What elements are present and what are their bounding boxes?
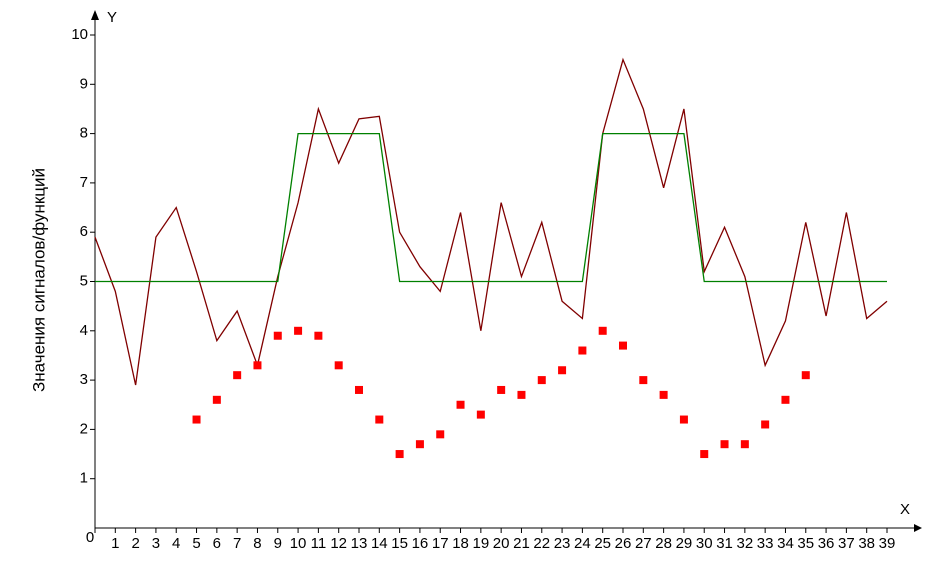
series-line xyxy=(95,132,887,283)
marker xyxy=(639,376,648,385)
marker xyxy=(395,450,404,459)
y-tick-label: 3 xyxy=(80,371,88,388)
x-tick-label: 16 xyxy=(412,535,429,552)
x-tick-label: 12 xyxy=(330,535,347,552)
marker xyxy=(192,415,201,424)
marker xyxy=(761,420,770,429)
marker xyxy=(273,331,282,340)
marker xyxy=(700,450,709,459)
x-tick-label: 37 xyxy=(838,535,855,552)
marker xyxy=(619,341,627,350)
marker xyxy=(781,395,790,404)
marker xyxy=(334,361,343,370)
x-arrow xyxy=(914,524,922,532)
x-tick-label: 19 xyxy=(473,535,490,552)
x-tick-label: 10 xyxy=(290,535,307,552)
x-tick-label: 6 xyxy=(213,535,221,552)
x-tick-label: 5 xyxy=(192,535,200,552)
marker xyxy=(456,400,465,409)
marker xyxy=(537,376,546,385)
x-tick-label: 22 xyxy=(533,535,550,552)
marker xyxy=(598,326,607,335)
y-tick-label: 5 xyxy=(80,272,88,289)
y-label: Значения сигналов/функций xyxy=(29,168,48,392)
x-tick-label: 26 xyxy=(615,535,632,552)
x-tick-label: 25 xyxy=(594,535,611,552)
y-arrow xyxy=(91,10,99,20)
y-tick-label: 6 xyxy=(80,223,88,240)
x-tick-label: 34 xyxy=(777,535,794,552)
marker xyxy=(720,440,729,449)
x-tick-label: 23 xyxy=(554,535,571,552)
x-tick-label: 38 xyxy=(858,535,875,552)
marker xyxy=(558,366,567,375)
marker xyxy=(801,371,810,380)
marker xyxy=(679,415,688,424)
y-tick-label: 8 xyxy=(80,125,88,142)
y-tick-label: 4 xyxy=(80,322,88,339)
marker xyxy=(212,395,221,404)
marker xyxy=(578,346,587,355)
x-tick-label: 9 xyxy=(274,535,282,552)
marker xyxy=(740,440,749,449)
marker xyxy=(659,390,668,399)
marker xyxy=(517,390,526,399)
x-tick-label: 18 xyxy=(452,535,469,552)
marker xyxy=(294,326,303,335)
x-tick-label: 33 xyxy=(757,535,774,552)
x-axis-name: X xyxy=(900,501,910,518)
x-tick-label: 3 xyxy=(152,535,160,552)
x-tick-label: 15 xyxy=(391,535,408,552)
marker xyxy=(436,430,445,439)
y-tick-label: 10 xyxy=(71,26,88,43)
marker xyxy=(415,440,424,449)
x-tick-label: 35 xyxy=(797,535,814,552)
x-tick-label: 7 xyxy=(233,535,241,552)
x-tick-label: 8 xyxy=(253,535,261,552)
x-tick-label: 39 xyxy=(879,535,896,552)
marker xyxy=(233,371,242,380)
x-tick-label: 4 xyxy=(172,535,180,552)
y-tick-label: 7 xyxy=(80,174,88,191)
marker xyxy=(497,385,506,394)
x-tick-label: 30 xyxy=(696,535,713,552)
x-tick-label: 13 xyxy=(351,535,368,552)
x-tick-label: 1 xyxy=(111,535,119,552)
y-tick-label: 2 xyxy=(80,420,88,437)
x-tick-label: 24 xyxy=(574,535,591,552)
x-tick-label: 28 xyxy=(655,535,672,552)
x-tick-label: 32 xyxy=(737,535,754,552)
y-axis-name: Y xyxy=(107,9,117,26)
marker xyxy=(375,415,384,424)
marker xyxy=(355,385,363,394)
x-tick-label: 20 xyxy=(493,535,510,552)
x-tick-label: 11 xyxy=(311,535,327,552)
marker xyxy=(476,410,485,419)
marker xyxy=(314,331,323,340)
x-tick-label: 14 xyxy=(371,535,388,552)
series-line xyxy=(94,57,888,386)
x-tick-label: 31 xyxy=(716,535,733,552)
x-tick-label: 29 xyxy=(676,535,693,552)
x-tick-label: 21 xyxy=(513,535,530,552)
x-tick-label: 36 xyxy=(818,535,835,552)
x-tick-label: 0 xyxy=(86,529,94,546)
x-tick-label: 2 xyxy=(131,535,139,552)
y-tick-label: 1 xyxy=(80,470,88,487)
x-tick-label: 27 xyxy=(635,535,652,552)
marker xyxy=(253,361,262,370)
y-tick-label: 9 xyxy=(80,75,88,92)
x-tick-label: 17 xyxy=(432,535,449,552)
